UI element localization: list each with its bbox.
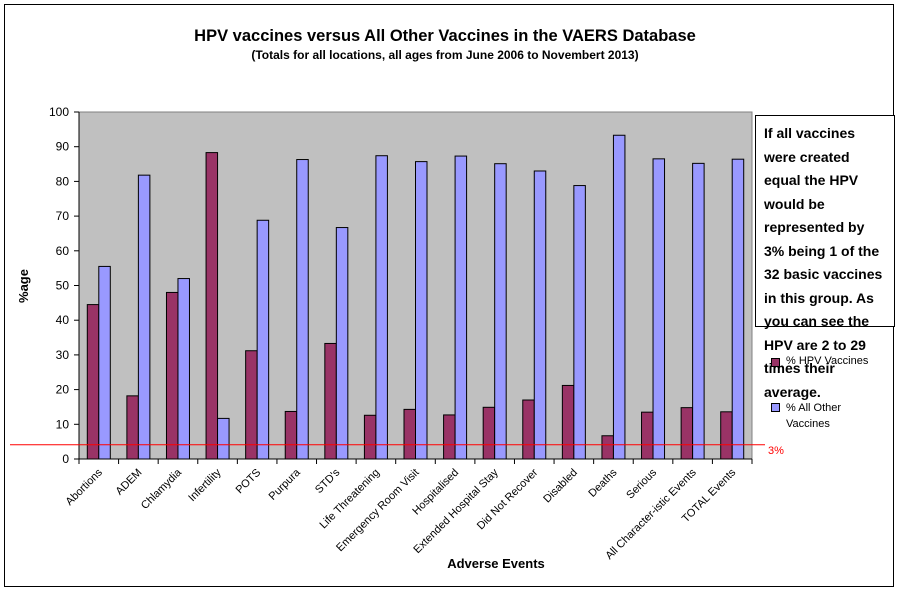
bar-hpv <box>245 350 258 460</box>
bar-other <box>335 227 349 460</box>
legend-swatch-hpv <box>771 358 780 367</box>
bar-other <box>177 278 190 460</box>
bar-hpv <box>205 152 219 460</box>
y-tick-label: 10 <box>56 417 70 431</box>
x-tick-label: Purpura <box>267 466 304 503</box>
legend-swatch-other <box>771 403 780 412</box>
bars-group <box>86 134 745 460</box>
bar-hpv <box>482 406 496 460</box>
x-tick-label: STD's <box>313 466 343 496</box>
bar-other <box>731 158 745 460</box>
y-axis-title: %age <box>16 269 31 303</box>
bar-hpv <box>443 414 456 460</box>
bar-other <box>375 155 388 460</box>
legend-label-hpv: % HPV Vaccines <box>786 355 869 367</box>
bar-other <box>217 417 230 460</box>
x-axis-title: Adverse Events <box>447 556 545 571</box>
bar-hpv <box>561 384 575 460</box>
bar-hpv <box>126 395 139 460</box>
annotation-box: If all vaccines were created equal the H… <box>755 115 895 400</box>
bar-other <box>573 185 586 460</box>
y-tick-label: 90 <box>56 140 70 154</box>
reference-line-group: 3% <box>10 444 784 457</box>
x-tick-label: ADEM <box>114 467 145 498</box>
bar-hpv <box>522 399 535 460</box>
chart-subtitle: (Totals for all locations, all ages from… <box>251 48 638 62</box>
chart-title: HPV vaccines versus All Other Vaccines i… <box>194 27 696 45</box>
bar-other <box>533 170 547 460</box>
y-tick-label: 20 <box>56 383 70 397</box>
x-tick-label: Chlamydia <box>139 466 185 512</box>
bar-other <box>494 163 507 460</box>
bar-other <box>652 158 666 460</box>
bar-hpv <box>165 291 179 460</box>
x-tick-label: Disabled <box>541 467 580 506</box>
y-tick-label: 100 <box>49 105 69 119</box>
x-tick-label: POTS <box>234 467 264 497</box>
annotation-text: If all vaccines were created equal the H… <box>764 125 883 400</box>
legend-label-other: % All Other Vaccines <box>786 402 842 430</box>
bar-other <box>612 134 626 460</box>
bar-hpv <box>720 411 733 460</box>
bar-other <box>692 162 705 460</box>
x-tick-label: Abortions <box>64 466 106 508</box>
y-tick-label: 40 <box>56 313 70 327</box>
x-tick-label: Emergency Room Visit <box>334 467 421 554</box>
y-tick-label: 60 <box>56 244 70 258</box>
x-tick-label: Deaths <box>586 466 619 499</box>
bar-other <box>137 174 151 460</box>
bar-hpv <box>284 410 298 460</box>
y-tick-label: 0 <box>62 452 69 466</box>
x-tick-label: Infertility <box>186 466 224 504</box>
bar-other <box>98 265 111 460</box>
bar-other <box>296 159 309 460</box>
reference-line-label: 3% <box>768 445 784 457</box>
bar-hpv <box>601 435 614 460</box>
legend: % HPV Vaccines % All Other Vaccines <box>771 340 889 445</box>
bar-other <box>415 161 428 460</box>
y-tick-label: 30 <box>56 348 70 362</box>
bar-hpv <box>324 342 337 460</box>
y-tick-label: 70 <box>56 209 70 223</box>
bar-other <box>256 219 270 460</box>
y-tick-label: 80 <box>56 174 70 188</box>
legend-item-hpv: % HPV Vaccines <box>771 355 868 367</box>
y-axis: 0 10 20 30 40 50 60 70 80 90 100 <box>49 105 80 466</box>
bar-hpv <box>86 304 100 460</box>
legend-item-other: % All Other Vaccines <box>771 400 883 432</box>
y-tick-label: 50 <box>56 279 70 293</box>
bar-hpv <box>641 411 654 460</box>
bar-hpv <box>363 414 377 460</box>
bar-hpv <box>680 407 694 460</box>
x-tick-label: Serious <box>624 466 659 501</box>
bar-other <box>454 155 468 460</box>
bar-hpv <box>403 408 416 460</box>
